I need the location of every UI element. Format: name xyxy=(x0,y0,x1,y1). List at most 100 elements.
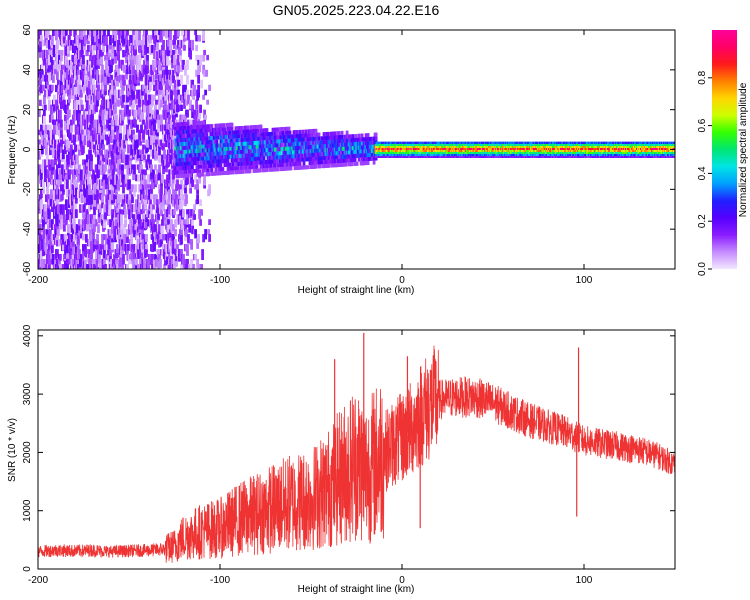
spectrogram-cell xyxy=(94,244,97,251)
spectrogram-cell xyxy=(183,44,186,51)
spectrogram-cell xyxy=(79,204,82,213)
spectrogram-cell xyxy=(176,244,179,253)
spectrogram-cell xyxy=(142,35,145,45)
spectrogram-cell xyxy=(219,163,223,168)
spectrogram-cell xyxy=(151,119,154,126)
spectrogram-cell xyxy=(77,84,80,95)
spectrogram-cell xyxy=(374,156,378,161)
spectrogram-cell xyxy=(237,134,241,139)
spectrogram-cell xyxy=(214,135,218,140)
spectrogram-cell xyxy=(160,84,163,91)
spectrogram-cell xyxy=(68,64,71,72)
spectrogram-cell xyxy=(177,64,180,74)
spectrogram-cell xyxy=(60,144,63,153)
spectrogram-cell xyxy=(162,39,165,51)
spectrogram-cell xyxy=(127,114,130,124)
spectrogram-cell xyxy=(202,54,205,62)
spectrogram-cell xyxy=(187,30,190,41)
spectrogram-cell xyxy=(84,244,87,251)
spectrogram-cell xyxy=(187,234,190,244)
spectrogram-cell xyxy=(90,154,93,162)
spectrogram-cell xyxy=(46,154,49,166)
spectrogram-cell xyxy=(38,219,41,229)
spectrogram-cell xyxy=(91,35,94,46)
spectrogram-cell xyxy=(86,129,89,136)
spectrogram-cell xyxy=(187,94,190,105)
spectrogram-cell xyxy=(92,169,95,178)
spectrogram-cell xyxy=(82,244,85,252)
spectrogram-cell xyxy=(182,130,186,134)
spectrogram-cell xyxy=(166,254,169,265)
spectrogram-cell xyxy=(83,30,86,37)
spectrogram-cell xyxy=(143,259,146,269)
spectrogram-cell xyxy=(51,84,54,91)
spectrogram-cell xyxy=(105,154,108,165)
spectrogram-cell xyxy=(68,109,71,118)
spectrogram-cell xyxy=(111,84,114,93)
spectrogram-cell xyxy=(208,219,211,225)
spectrogram-cell xyxy=(175,254,178,261)
spectrogram-cell xyxy=(101,64,104,76)
spectrogram-cell xyxy=(162,64,165,71)
spectrogram-cell xyxy=(131,194,134,204)
spectrogram-cell xyxy=(155,79,158,86)
spectrogram-cell xyxy=(57,204,60,215)
spectrogram-cell xyxy=(106,189,109,196)
spectrogram-cell xyxy=(72,114,75,125)
spectrogram-cell xyxy=(364,161,368,166)
spectrogram-cell xyxy=(204,114,207,120)
spectrogram-cell xyxy=(87,44,90,53)
spectrogram-cell xyxy=(168,139,171,149)
spectrogram-cell xyxy=(95,219,98,227)
spectrogram-cell xyxy=(366,141,370,146)
spectrogram-cell xyxy=(112,129,115,141)
spectrogram-cell xyxy=(311,160,315,165)
spectrogram-cell xyxy=(131,244,134,252)
spectrogram-cell xyxy=(61,99,64,109)
spectrogram-cell xyxy=(191,39,194,51)
spectrogram-cell xyxy=(176,99,179,108)
spectrogram-cell xyxy=(56,164,59,171)
spectrogram-cell xyxy=(66,179,69,189)
spectrogram-cell xyxy=(170,119,173,129)
spectrogram-cell xyxy=(178,170,182,175)
spectrogram-cell xyxy=(138,30,141,41)
spectrogram-cell xyxy=(265,136,269,141)
spectrogram-cell xyxy=(188,133,192,138)
spectrogram-cell xyxy=(160,30,163,40)
spectrogram-cell xyxy=(99,249,102,255)
spectrogram-cell xyxy=(150,149,153,157)
spectrogram-cell xyxy=(194,184,197,190)
spectrogram-cell xyxy=(100,214,103,224)
spectrogram-cell xyxy=(139,184,142,192)
spectrogram-cell xyxy=(165,164,168,173)
spectrogram-cell xyxy=(167,109,170,118)
spectrogram-cell xyxy=(90,249,93,259)
spectrogram-cell xyxy=(70,79,73,88)
spectrogram-cell xyxy=(72,259,75,267)
spectrogram-cell xyxy=(93,204,96,215)
spectrogram-cell xyxy=(51,35,54,46)
spectrogram-cell xyxy=(70,39,73,46)
spectrogram-cell xyxy=(135,94,138,104)
spectrogram-cell xyxy=(84,194,87,203)
spectrogram-cell xyxy=(46,49,49,59)
spectrogram-cell xyxy=(207,172,211,177)
spectrogram-cell xyxy=(47,84,50,91)
spectrogram-cell xyxy=(274,167,278,172)
spectrogram-cell xyxy=(78,224,81,231)
spectrogram-cell xyxy=(146,59,149,66)
spectrogram-cell xyxy=(279,135,283,140)
spectrogram-cell xyxy=(276,167,280,172)
spectrogram-cell xyxy=(107,134,110,145)
spectrogram-cell xyxy=(286,166,290,171)
spectrogram-cell xyxy=(282,139,286,143)
spectrogram-cell xyxy=(185,194,188,204)
spectrogram-cell xyxy=(110,134,113,144)
spectrogram-cell xyxy=(139,219,142,230)
spectrogram-cell xyxy=(147,174,150,185)
spectrogram-cell xyxy=(143,59,146,69)
spectrogram-cell xyxy=(137,194,140,200)
spectrogram-cell xyxy=(120,74,123,81)
spectrogram-cell xyxy=(130,209,133,218)
